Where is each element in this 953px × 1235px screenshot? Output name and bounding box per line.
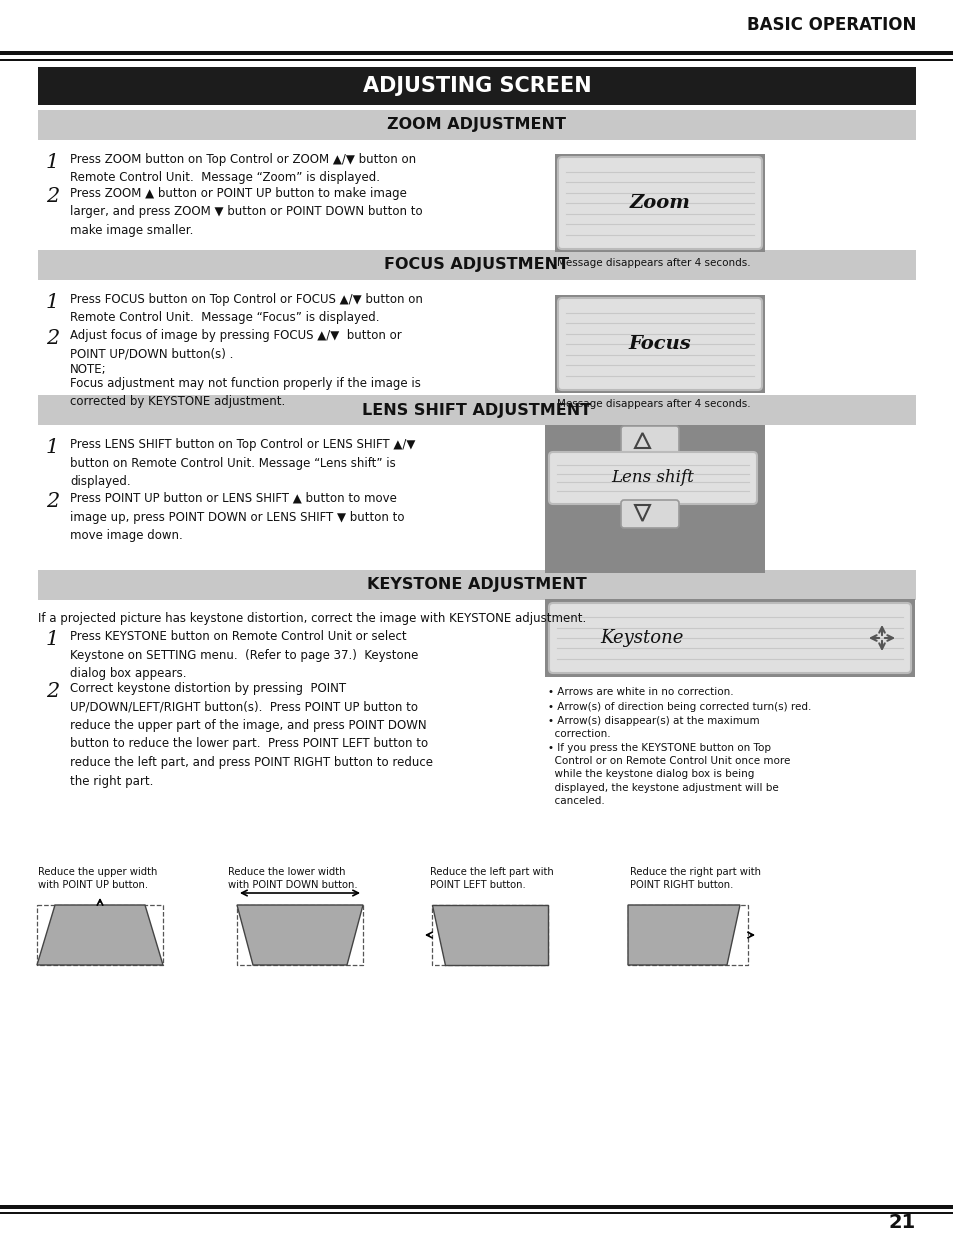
Text: Focus: Focus [628,335,691,353]
Text: 1: 1 [46,153,59,172]
Text: If a projected picture has keystone distortion, correct the image with KEYSTONE : If a projected picture has keystone dist… [38,613,586,625]
Text: Message disappears after 4 seconds.: Message disappears after 4 seconds. [557,399,750,409]
Bar [0,0,953,49]
Text: 2: 2 [46,492,59,511]
Polygon shape [432,905,547,965]
Bar [38,395,915,425]
Text: Press LENS SHIFT button on Top Control or LENS SHIFT ▲/▼
button on Remote Contro: Press LENS SHIFT button on Top Control o… [70,438,415,488]
Text: Reduce the right part with
POINT RIGHT button.: Reduce the right part with POINT RIGHT b… [629,867,760,890]
Text: 1: 1 [46,438,59,457]
FancyBboxPatch shape [558,298,761,390]
Bar [0,59,953,61]
Text: • If you press the KEYSTONE button on Top
  Control or on Remote Control Unit on: • If you press the KEYSTONE button on To… [547,743,789,805]
Text: FOCUS ADJUSTMENT: FOCUS ADJUSTMENT [384,258,569,273]
FancyBboxPatch shape [548,603,910,673]
Text: BASIC OPERATION: BASIC OPERATION [746,16,915,35]
Text: Press POINT UP button or LENS SHIFT ▲ button to move
image up, press POINT DOWN : Press POINT UP button or LENS SHIFT ▲ bu… [70,492,404,542]
Text: Press FOCUS button on Top Control or FOCUS ▲/▼ button on
Remote Control Unit.  M: Press FOCUS button on Top Control or FOC… [70,293,422,325]
Text: Press ZOOM button on Top Control or ZOOM ▲/▼ button on
Remote Control Unit.  Mes: Press ZOOM button on Top Control or ZOOM… [70,153,416,184]
Text: Focus adjustment may not function properly if the image is
corrected by KEYSTONE: Focus adjustment may not function proper… [70,377,420,409]
Bar [544,599,914,677]
Bar [0,51,953,56]
Polygon shape [236,905,363,965]
Bar [38,249,915,280]
FancyBboxPatch shape [548,452,757,504]
Text: Reduce the upper width
with POINT UP button.: Reduce the upper width with POINT UP but… [38,867,157,890]
Text: ADJUSTING SCREEN: ADJUSTING SCREEN [362,77,591,96]
FancyBboxPatch shape [620,500,679,529]
Text: Reduce the left part with
POINT LEFT button.: Reduce the left part with POINT LEFT but… [430,867,553,890]
Bar [38,67,915,105]
Polygon shape [37,905,163,965]
Text: KEYSTONE ADJUSTMENT: KEYSTONE ADJUSTMENT [367,578,586,593]
Text: 2: 2 [46,329,59,348]
Text: NOTE;: NOTE; [70,363,107,375]
Text: Keystone: Keystone [599,629,682,647]
Text: 1: 1 [46,630,59,650]
FancyBboxPatch shape [620,426,679,454]
Bar [544,425,764,573]
Text: Adjust focus of image by pressing FOCUS ▲/▼  button or
POINT UP/DOWN button(s) .: Adjust focus of image by pressing FOCUS … [70,329,401,361]
Text: Lens shift: Lens shift [611,469,694,487]
Text: ZOOM ADJUSTMENT: ZOOM ADJUSTMENT [387,117,566,132]
Text: 1: 1 [46,293,59,312]
Bar [0,1212,953,1214]
Text: Zoom: Zoom [629,194,690,212]
Text: 21: 21 [888,1213,915,1231]
FancyBboxPatch shape [558,157,761,249]
Bar [38,571,915,600]
Text: • Arrows are white in no correction.: • Arrows are white in no correction. [547,687,733,697]
Bar [38,110,915,140]
Text: Reduce the lower width
with POINT DOWN button.: Reduce the lower width with POINT DOWN b… [228,867,357,890]
Text: 2: 2 [46,682,59,701]
Bar [0,1205,953,1209]
Text: • Arrow(s) disappear(s) at the maximum
  correction.: • Arrow(s) disappear(s) at the maximum c… [547,716,759,740]
Text: LENS SHIFT ADJUSTMENT: LENS SHIFT ADJUSTMENT [362,403,591,417]
Text: 2: 2 [46,186,59,206]
Polygon shape [627,905,740,965]
Bar [555,154,764,252]
Text: Press KEYSTONE button on Remote Control Unit or select
Keystone on SETTING menu.: Press KEYSTONE button on Remote Control … [70,630,418,680]
Bar [555,295,764,393]
Text: Press ZOOM ▲ button or POINT UP button to make image
larger, and press ZOOM ▼ bu: Press ZOOM ▲ button or POINT UP button t… [70,186,422,237]
Text: Message disappears after 4 seconds.: Message disappears after 4 seconds. [557,258,750,268]
Text: Correct keystone distortion by pressing  POINT
UP/DOWN/LEFT/RIGHT button(s).  Pr: Correct keystone distortion by pressing … [70,682,433,788]
Text: • Arrow(s) of direction being corrected turn(s) red.: • Arrow(s) of direction being corrected … [547,701,810,711]
